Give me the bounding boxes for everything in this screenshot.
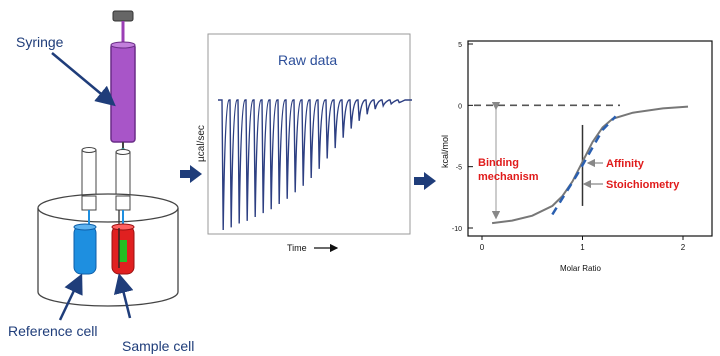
syringe-plunger-cap	[112, 10, 134, 22]
syringe-top	[110, 41, 136, 49]
isotherm-y-label: kcal/mol	[440, 135, 450, 168]
isotherm-x-tick-label: 0	[480, 243, 485, 252]
isotherm-x-tick-label: 1	[580, 243, 585, 252]
raw-data-panel: Raw data µcal/sec Time	[196, 33, 412, 253]
isotherm-y-tick-label: 0	[458, 103, 462, 110]
raw-data-x-label: Time	[287, 243, 307, 253]
isotherm-y-tick-label: 5	[458, 42, 462, 49]
stoichiometry-annotation: Stoichiometry	[606, 179, 680, 191]
flow-arrow-2	[414, 172, 436, 190]
calorimeter-jacket	[37, 208, 179, 307]
sample-cell-arrow	[113, 273, 134, 319]
raw-data-trace	[218, 99, 412, 231]
syringe-arrow	[51, 52, 116, 107]
binding-mechanism-annotation: Binding mechanism	[478, 157, 539, 183]
calorimeter-lid	[37, 193, 179, 223]
raw-data-title: Raw data	[278, 52, 337, 68]
isotherm-panel: 5 0 -5 -10 0 1 2 kcal/mol Molar Ratio Binding…	[440, 40, 713, 273]
syringe-body	[110, 43, 136, 143]
raw-data-y-label: µcal/sec	[196, 125, 207, 162]
sample-core	[119, 240, 127, 262]
itc-apparatus: Syringe Reference cell Sample cell	[8, 10, 194, 354]
reference-cell-arrow	[58, 273, 83, 321]
isotherm-fit-curve	[491, 105, 689, 225]
isotherm-y-tick-label: -10	[452, 226, 462, 233]
isotherm-x-tick-label: 2	[681, 243, 686, 252]
reference-cell-label: Reference cell	[8, 323, 98, 339]
flow-arrow-1	[180, 165, 202, 183]
isotherm-x-label: Molar Ratio	[560, 264, 601, 273]
affinity-annotation: Affinity	[606, 158, 645, 170]
syringe-label: Syringe	[16, 34, 64, 50]
isotherm-frame	[467, 40, 713, 237]
sample-cell-label: Sample cell	[122, 338, 194, 354]
isotherm-slope-dashes	[551, 115, 617, 216]
reference-cell	[73, 225, 97, 275]
isotherm-y-tick-label: -5	[456, 165, 462, 172]
